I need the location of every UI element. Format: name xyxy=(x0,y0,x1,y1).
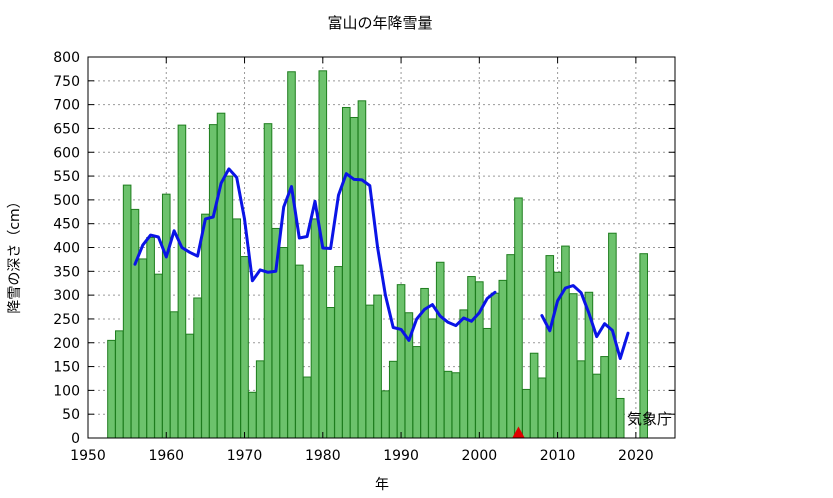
x-tick-label: 1980 xyxy=(305,448,341,464)
bar-1965 xyxy=(201,213,210,439)
y-tick-label: 500 xyxy=(53,193,80,209)
bar-2013 xyxy=(576,360,586,439)
bar-1968 xyxy=(224,175,234,439)
x-tick-label: 1960 xyxy=(148,448,184,464)
bar-2012 xyxy=(568,293,578,439)
y-tick-label: 250 xyxy=(53,312,80,328)
y-tick-label: 0 xyxy=(71,431,80,447)
bar-1953 xyxy=(107,339,116,439)
bar-1978 xyxy=(302,376,312,439)
bar-1995 xyxy=(435,261,445,439)
bar-1977 xyxy=(295,264,304,439)
bar-2018 xyxy=(615,397,625,439)
bar-1985 xyxy=(357,100,367,439)
bar-2006 xyxy=(521,388,531,439)
bar-1958 xyxy=(146,236,155,439)
y-tick-labels: 0 50 100 150 200 250 300 350 400 450 500 550 600 650 7… xyxy=(53,50,80,447)
bar-1970 xyxy=(240,256,249,439)
y-tick-label: 750 xyxy=(53,74,80,90)
y-tick-label: 450 xyxy=(53,217,80,233)
bar-1956 xyxy=(130,208,140,439)
bar-1961 xyxy=(169,311,179,439)
moving-average-segment-2 xyxy=(540,284,630,360)
bar-1975 xyxy=(279,247,288,439)
bar-1963 xyxy=(185,333,195,439)
x-axis-title: 年 xyxy=(375,477,389,493)
y-tick-label: 100 xyxy=(53,383,80,399)
x-tick-label: 2020 xyxy=(618,448,654,464)
bar-1971 xyxy=(248,391,257,439)
bar-1999 xyxy=(467,276,476,439)
y-tick-label: 800 xyxy=(53,50,80,66)
bar-1997 xyxy=(451,372,461,439)
bar-1976 xyxy=(287,71,296,439)
bar-2002 xyxy=(490,292,500,439)
bar-1979 xyxy=(310,218,320,439)
x-tick-label: 1950 xyxy=(70,448,106,464)
bar-1996 xyxy=(443,370,453,439)
y-tick-label: 200 xyxy=(53,336,80,352)
bar-1989 xyxy=(388,360,398,439)
bar-2016 xyxy=(600,356,609,439)
y-tick-label: 50 xyxy=(62,407,80,423)
moving-average-segment-1 xyxy=(133,167,497,342)
bar-1984 xyxy=(349,116,359,439)
y-tick-label: 600 xyxy=(53,145,80,161)
bar-1992 xyxy=(412,346,422,439)
markers xyxy=(512,426,525,438)
y-tick-label: 350 xyxy=(53,264,80,280)
bar-2008 xyxy=(537,377,547,439)
bar-1962 xyxy=(177,124,187,439)
bar-2004 xyxy=(506,254,515,439)
bar-1966 xyxy=(208,124,218,439)
x-tick-label: 1990 xyxy=(383,448,419,464)
bar-1990 xyxy=(396,284,406,439)
moving-average-line xyxy=(133,167,630,360)
bar-1969 xyxy=(232,218,242,439)
marker-triangle-2005 xyxy=(512,426,525,438)
bar-1998 xyxy=(459,309,468,439)
bar-2007 xyxy=(529,352,539,439)
bar-2005 xyxy=(514,197,523,439)
y-tick-label: 400 xyxy=(53,241,80,257)
bars xyxy=(107,70,648,439)
bar-1967 xyxy=(216,112,226,439)
bar-1983 xyxy=(341,106,351,439)
credit-label: 気象庁 xyxy=(627,410,672,428)
bar-1988 xyxy=(381,390,390,439)
bar-1994 xyxy=(428,318,437,439)
y-tick-label: 300 xyxy=(53,288,80,304)
bar-2015 xyxy=(592,373,602,439)
bar-1954 xyxy=(115,330,124,439)
y-tick-label: 150 xyxy=(53,360,80,376)
axis-ticks xyxy=(87,56,675,439)
bar-1972 xyxy=(255,360,265,439)
bar-1980 xyxy=(318,70,328,439)
bar-2011 xyxy=(561,245,570,439)
x-tick-label: 1970 xyxy=(227,448,263,464)
bar-1981 xyxy=(326,307,335,439)
bar-1959 xyxy=(154,273,163,439)
x-tick-label: 2010 xyxy=(540,448,576,464)
bar-1982 xyxy=(334,266,343,439)
y-axis-title: 降雪の深さ（cm） xyxy=(7,194,23,313)
y-tick-label: 550 xyxy=(53,169,80,185)
bar-1957 xyxy=(138,258,148,439)
bar-1955 xyxy=(122,184,132,439)
bar-1964 xyxy=(193,297,202,439)
y-tick-label: 650 xyxy=(53,121,80,137)
bar-1987 xyxy=(373,294,382,439)
bar-2009 xyxy=(545,255,555,439)
bar-1973 xyxy=(263,123,273,439)
y-tick-label: 700 xyxy=(53,98,80,114)
bar-1960 xyxy=(161,193,171,439)
bar-1986 xyxy=(365,304,375,439)
chart-title: 富山の年降雪量 xyxy=(327,14,432,32)
x-tick-labels: 1950 1960 1970 1980 1990 2000 2010 2020 xyxy=(70,448,654,464)
x-tick-label: 2000 xyxy=(462,448,498,464)
bar-2001 xyxy=(482,327,492,439)
bar-2003 xyxy=(498,279,508,439)
